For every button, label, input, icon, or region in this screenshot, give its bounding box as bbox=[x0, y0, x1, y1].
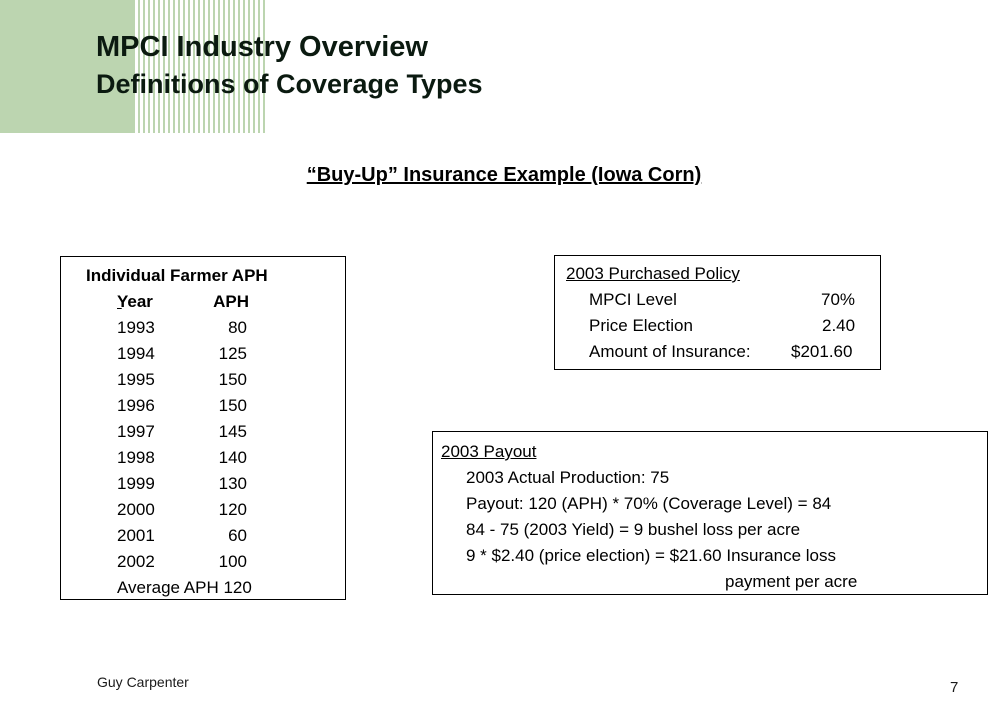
policy-title: 2003 Purchased Policy bbox=[566, 264, 740, 283]
table-row-aph: 145 bbox=[218, 422, 247, 441]
page-title: MPCI Industry Overview bbox=[96, 31, 428, 63]
table-row-aph: 150 bbox=[218, 396, 247, 415]
table-row-year: 2000 bbox=[117, 500, 155, 519]
page-subtitle: Definitions of Coverage Types bbox=[96, 69, 483, 99]
page-number: 7 bbox=[950, 679, 959, 696]
table-row-year: 1993 bbox=[117, 318, 155, 337]
table-row-year: 1995 bbox=[117, 370, 155, 389]
table-row-aph: 80 bbox=[228, 318, 247, 337]
payout-line-actual-production: 2003 Actual Production: 75 bbox=[466, 468, 670, 487]
decorative-stripes bbox=[133, 0, 266, 133]
aph-column-header: APH bbox=[213, 292, 249, 311]
price-election-label: Price Election bbox=[589, 316, 693, 335]
table-row-year: 1996 bbox=[117, 396, 155, 415]
payout-line-loss: 84 - 75 (2003 Yield) = 9 bushel loss per… bbox=[466, 520, 801, 539]
table-row-year: 1994 bbox=[117, 344, 155, 363]
aph-table-box: Individual Farmer APH Year APH 1993 80 1… bbox=[60, 256, 346, 600]
aph-average: Average APH 120 bbox=[117, 578, 252, 597]
example-heading: “Buy-Up” Insurance Example (Iowa Corn) bbox=[306, 164, 702, 186]
table-row-aph: 130 bbox=[218, 474, 247, 493]
table-row-aph: 140 bbox=[218, 448, 247, 467]
payout-line-per-acre: payment per acre bbox=[725, 572, 858, 591]
table-row-year: 2002 bbox=[117, 552, 155, 571]
payout-box: 2003 Payout 2003 Actual Production: 75 P… bbox=[432, 431, 988, 595]
mpci-level-label: MPCI Level bbox=[589, 290, 677, 309]
decorative-green-block bbox=[0, 0, 133, 133]
table-row-aph: 120 bbox=[218, 500, 247, 519]
payout-line-insurance-loss: 9 * $2.40 (price election) = $21.60 Insu… bbox=[466, 546, 836, 565]
table-row-aph: 60 bbox=[228, 526, 247, 545]
table-row-aph: 150 bbox=[218, 370, 247, 389]
purchased-policy-box: 2003 Purchased Policy MPCI Level 70% Pri… bbox=[554, 255, 881, 370]
table-row-year: 1998 bbox=[117, 448, 155, 467]
year-column-header: Year bbox=[117, 292, 153, 311]
payout-line-calculation: Payout: 120 (APH) * 70% (Coverage Level)… bbox=[466, 494, 832, 513]
mpci-level-value: 70% bbox=[821, 290, 856, 309]
table-row-year: 2001 bbox=[117, 526, 155, 545]
amount-of-insurance-value: $201.60 bbox=[791, 342, 853, 361]
table-row-aph: 125 bbox=[218, 344, 247, 363]
footer-company: Guy Carpenter bbox=[97, 674, 189, 690]
aph-table-header: Year APH bbox=[117, 289, 249, 315]
payout-title: 2003 Payout bbox=[441, 442, 537, 461]
table-row-aph: 100 bbox=[218, 552, 247, 571]
price-election-value: 2.40 bbox=[822, 316, 856, 335]
table-row-year: 1997 bbox=[117, 422, 155, 441]
aph-table-title: Individual Farmer APH bbox=[86, 266, 268, 285]
amount-of-insurance-label: Amount of Insurance: bbox=[589, 342, 751, 361]
table-row-year: 1999 bbox=[117, 474, 155, 493]
